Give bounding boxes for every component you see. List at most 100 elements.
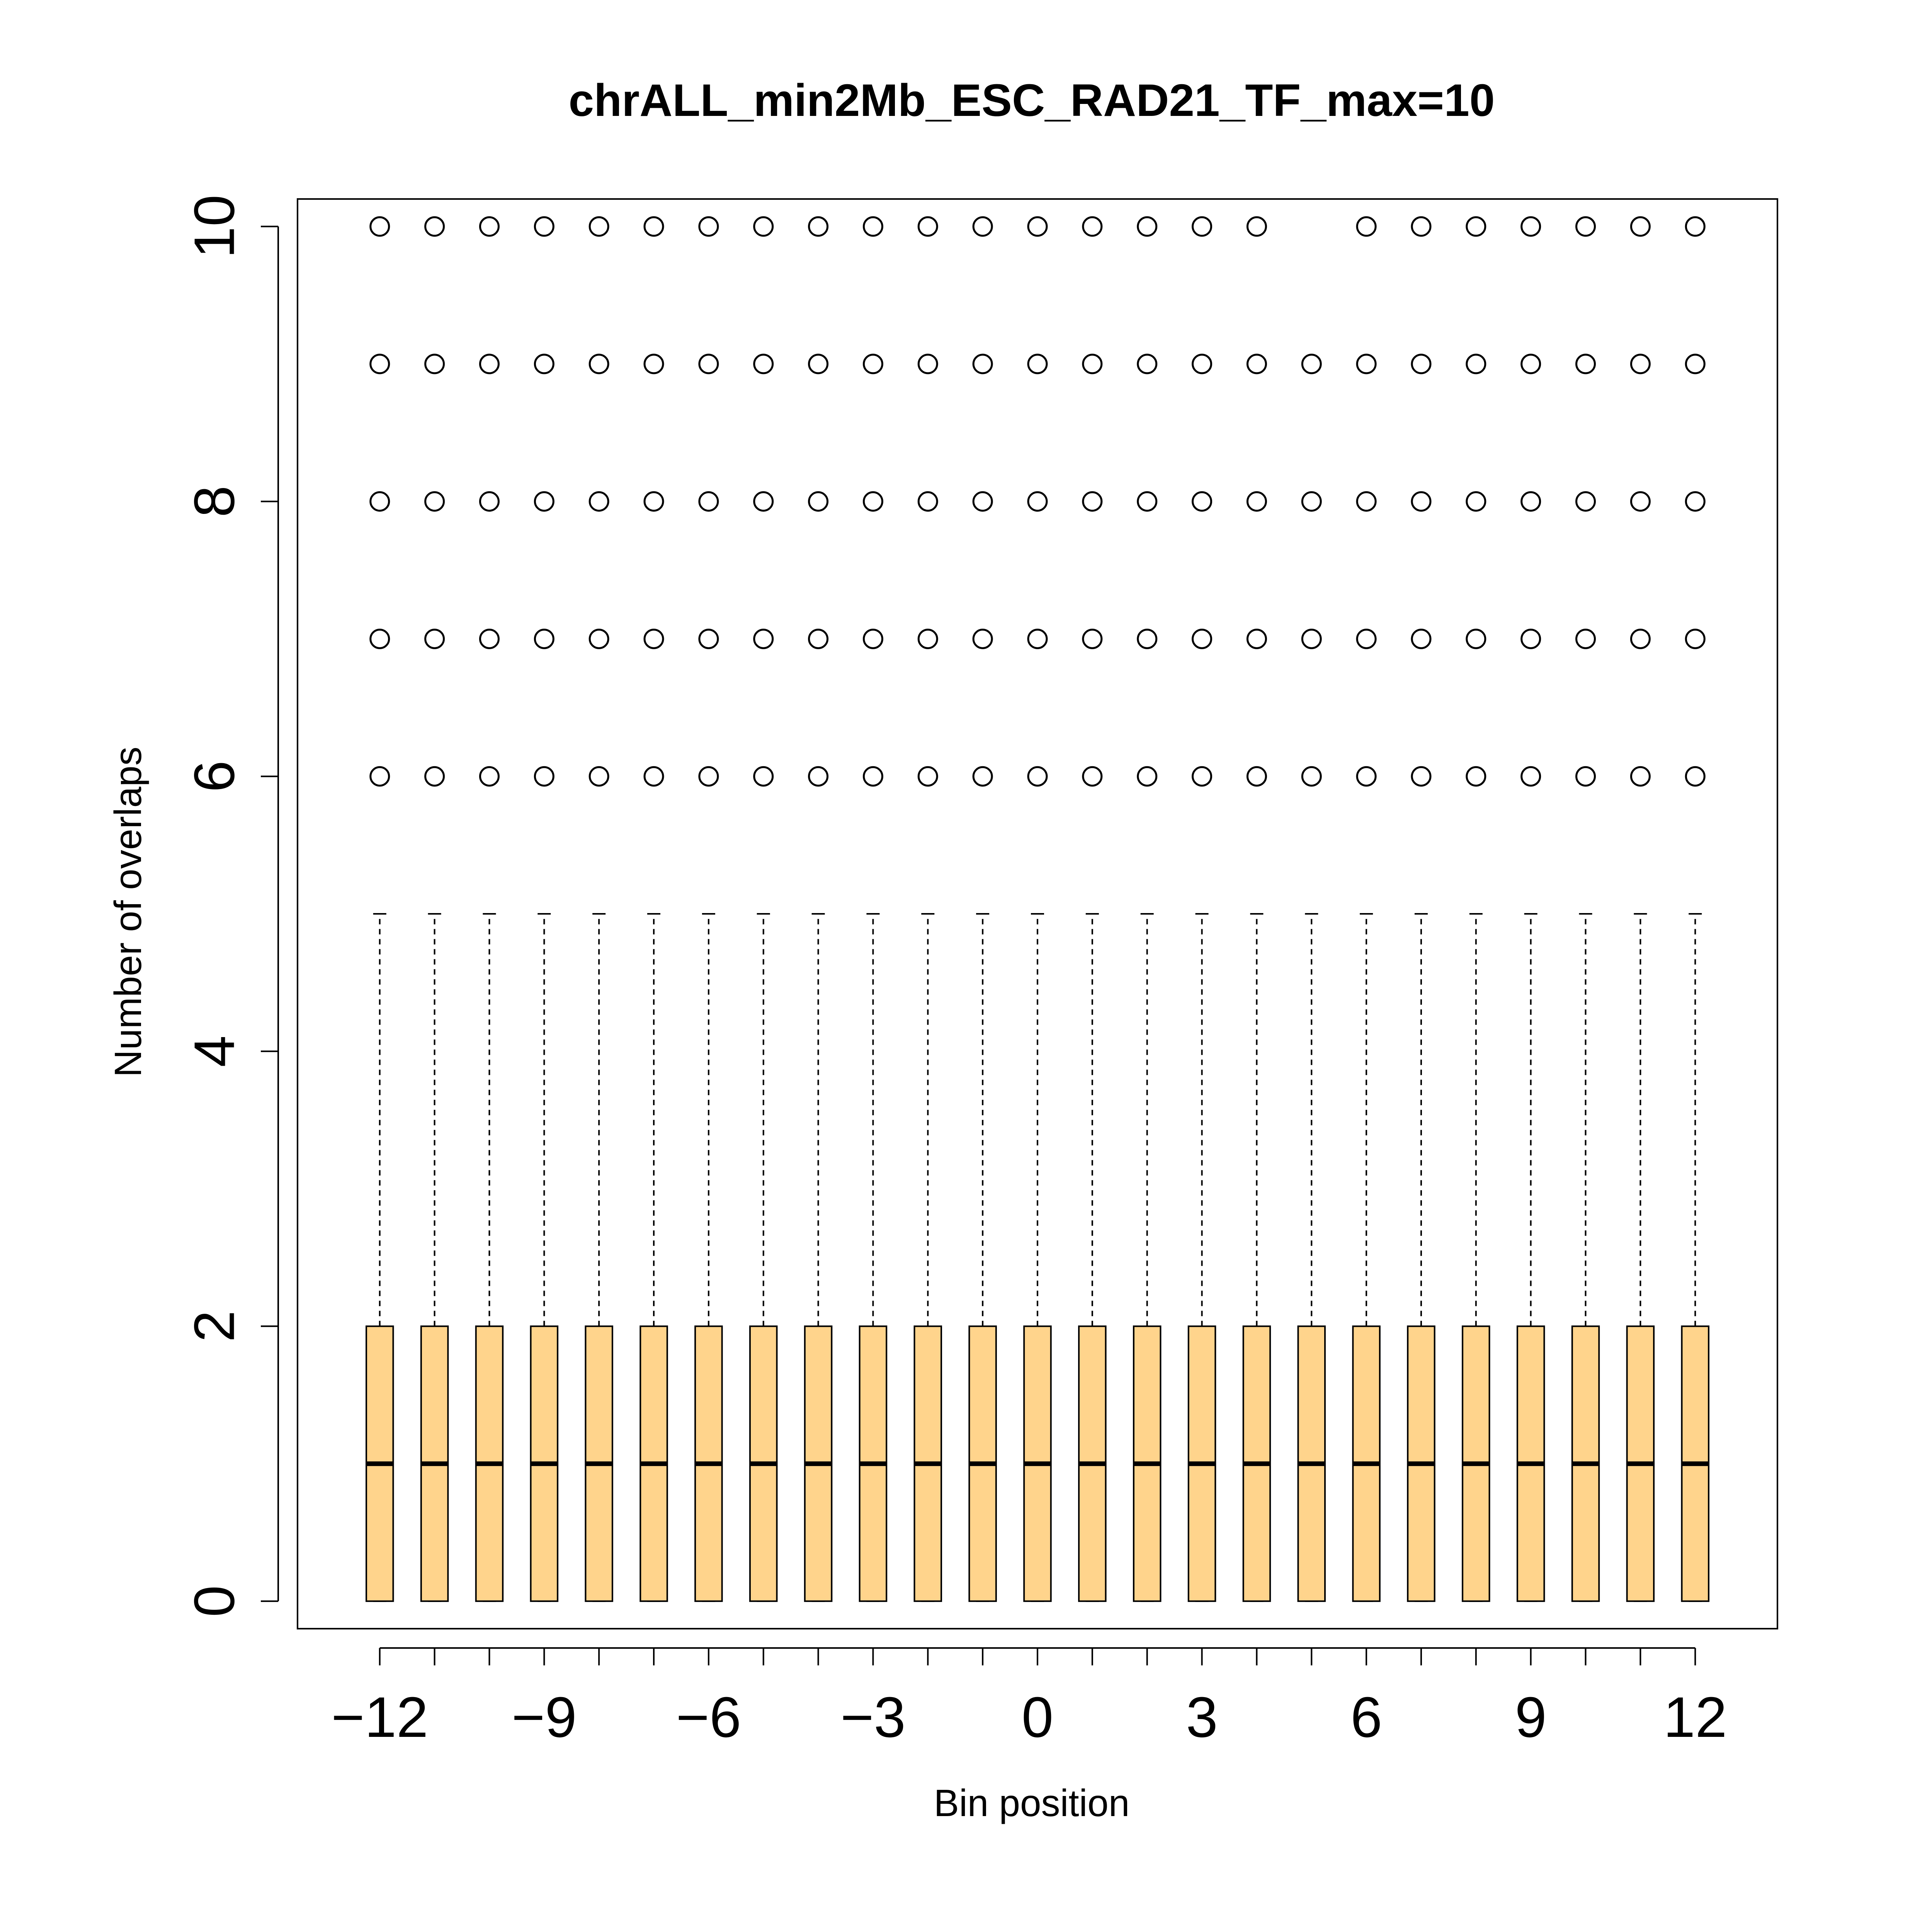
outlier-point	[972, 354, 993, 374]
x-tick-label: −3	[840, 1685, 906, 1749]
outlier-point	[479, 628, 500, 649]
outlier-point	[972, 766, 993, 787]
outlier-point	[424, 354, 445, 374]
outlier-point	[1246, 628, 1267, 649]
outlier-point	[479, 354, 500, 374]
outlier-point	[1630, 491, 1651, 512]
outlier-point	[1192, 628, 1213, 649]
outlier-point	[917, 628, 938, 649]
outlier-point	[643, 628, 664, 649]
outlier-point	[1356, 628, 1377, 649]
outlier-point	[1027, 766, 1048, 787]
outlier-point	[1137, 354, 1158, 374]
outlier-point	[369, 354, 390, 374]
outlier-point	[1575, 628, 1596, 649]
chart-title: chrALL_min2Mb_ESC_RAD21_TF_max=10	[569, 75, 1495, 126]
outlier-point	[643, 766, 664, 787]
outlier-point	[534, 491, 554, 512]
outlier-point	[369, 766, 390, 787]
outlier-point	[1411, 628, 1432, 649]
outlier-point	[698, 354, 719, 374]
outlier-point	[369, 216, 390, 237]
outlier-point	[1685, 766, 1706, 787]
outlier-point	[1685, 491, 1706, 512]
outlier-point	[1082, 628, 1103, 649]
outlier-point	[534, 628, 554, 649]
x-tick-label: −9	[512, 1685, 577, 1749]
outlier-point	[1301, 628, 1322, 649]
outlier-point	[698, 491, 719, 512]
x-tick-label: 6	[1350, 1685, 1382, 1749]
outlier-point	[808, 216, 829, 237]
y-axis-label: Number of overlaps	[107, 747, 149, 1077]
outlier-point	[1466, 216, 1486, 237]
outlier-point	[1192, 216, 1213, 237]
outlier-point	[698, 766, 719, 787]
outlier-point	[1630, 766, 1651, 787]
outlier-point	[1027, 628, 1048, 649]
y-tick-label: 8	[183, 486, 247, 517]
outlier-point	[1192, 491, 1213, 512]
outlier-point	[1192, 354, 1213, 374]
x-tick-label: −6	[676, 1685, 742, 1749]
outlier-point	[1520, 628, 1541, 649]
outlier-point	[1192, 766, 1213, 787]
outlier-point	[1520, 766, 1541, 787]
outlier-point	[588, 628, 609, 649]
x-tick-label: 0	[1022, 1685, 1053, 1749]
outlier-point	[972, 628, 993, 649]
outlier-point	[1575, 766, 1596, 787]
outlier-point	[698, 216, 719, 237]
y-tick-label: 2	[183, 1310, 247, 1342]
outlier-point	[424, 491, 445, 512]
outlier-point	[972, 491, 993, 512]
outlier-point	[1082, 216, 1103, 237]
outlier-point	[862, 628, 883, 649]
outlier-point	[1411, 216, 1432, 237]
y-tick-label: 0	[183, 1585, 247, 1617]
outlier-point	[753, 216, 774, 237]
outlier-point	[1411, 766, 1432, 787]
outlier-point	[1411, 491, 1432, 512]
outlier-point	[534, 216, 554, 237]
outlier-point	[1137, 491, 1158, 512]
outlier-point	[1630, 628, 1651, 649]
outlier-point	[1520, 491, 1541, 512]
x-tick-label: 12	[1663, 1685, 1727, 1749]
outlier-point	[588, 491, 609, 512]
outlier-point	[753, 628, 774, 649]
outlier-point	[1027, 354, 1048, 374]
outlier-point	[479, 216, 500, 237]
outlier-point	[808, 491, 829, 512]
outlier-point	[1301, 491, 1322, 512]
outlier-point	[753, 354, 774, 374]
outlier-point	[1466, 491, 1486, 512]
outlier-point	[1082, 354, 1103, 374]
outlier-point	[1137, 216, 1158, 237]
outlier-point	[1082, 766, 1103, 787]
outlier-point	[917, 491, 938, 512]
outlier-point	[534, 766, 554, 787]
outlier-point	[1466, 766, 1486, 787]
outlier-point	[479, 491, 500, 512]
x-tick-label: 3	[1186, 1685, 1218, 1749]
outlier-point	[1520, 354, 1541, 374]
outlier-point	[424, 628, 445, 649]
outlier-point	[1082, 491, 1103, 512]
outlier-point	[643, 354, 664, 374]
outlier-point	[698, 628, 719, 649]
outlier-point	[1630, 354, 1651, 374]
outlier-point	[1630, 216, 1651, 237]
outlier-point	[1246, 491, 1267, 512]
outlier-point	[917, 216, 938, 237]
outlier-point	[1356, 766, 1377, 787]
outlier-point	[424, 216, 445, 237]
outlier-point	[643, 491, 664, 512]
outlier-point	[1575, 216, 1596, 237]
outlier-point	[1520, 216, 1541, 237]
outlier-point	[753, 766, 774, 787]
outlier-point	[424, 766, 445, 787]
outlier-point	[753, 491, 774, 512]
outlier-point	[1575, 491, 1596, 512]
